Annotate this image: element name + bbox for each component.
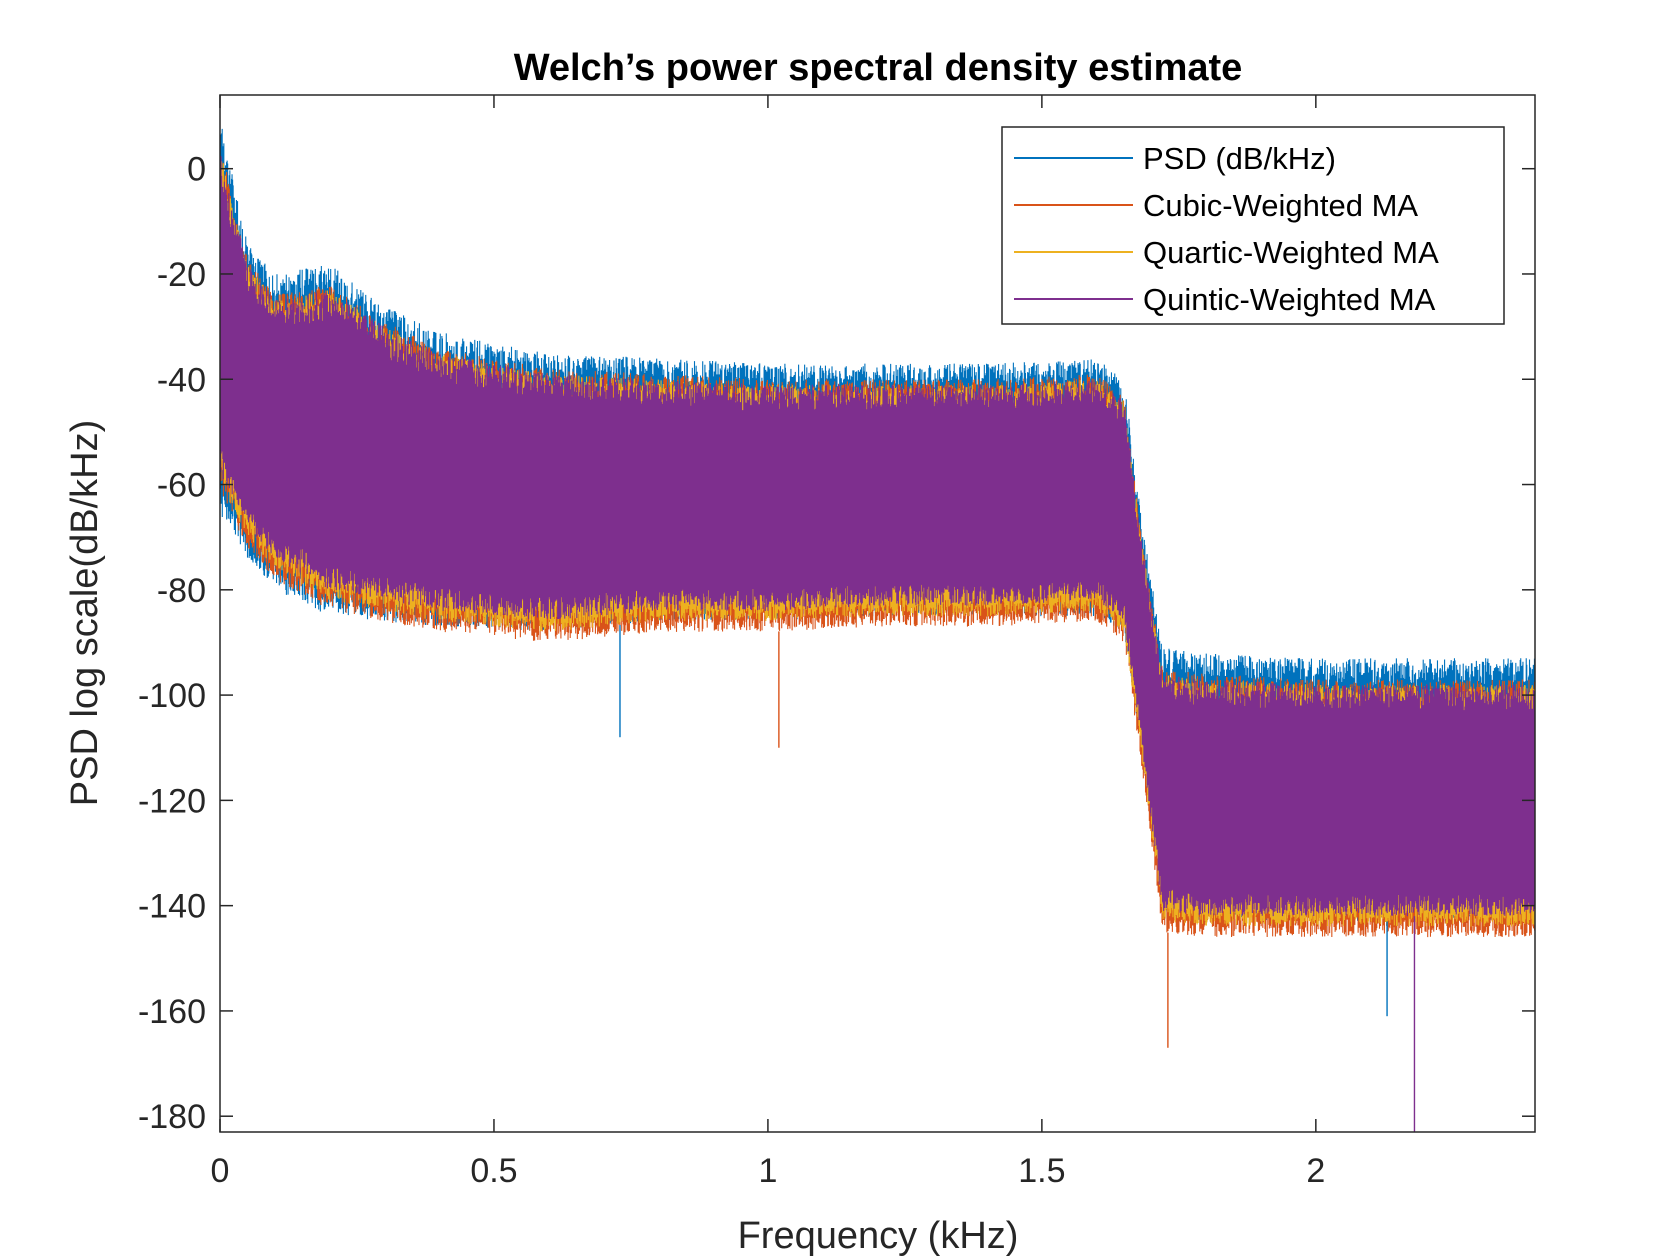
y-tick-label: -140 — [138, 888, 206, 926]
chart-title: Welch’s power spectral density estimate — [514, 47, 1243, 89]
y-tick-label: -180 — [138, 1098, 206, 1136]
y-tick-label: 0 — [187, 151, 206, 189]
x-axis-label: Frequency (kHz) — [738, 1215, 1019, 1257]
y-tick-label: -120 — [138, 782, 206, 820]
legend-label-1: PSD (dB/kHz) — [1143, 141, 1336, 176]
x-tick-label: 2 — [1306, 1152, 1325, 1190]
axes-box — [219, 94, 1536, 1133]
series-layer — [220, 128, 1535, 1132]
x-tick-label: 0.5 — [470, 1152, 517, 1190]
legend: PSD (dB/kHz) Cubic-Weighted MA Quartic-Wei… — [1001, 126, 1505, 325]
legend-label-4: Quintic-Weighted MA — [1143, 282, 1436, 317]
y-tick-label: -160 — [138, 993, 206, 1031]
y-tick-label: -60 — [157, 467, 206, 505]
x-tick-label: 1 — [758, 1152, 777, 1190]
legend-label-3: Quartic-Weighted MA — [1143, 235, 1439, 270]
x-axis-ticks: 0 0.5 1 1.5 2 — [211, 95, 1325, 1190]
series-line-4 — [220, 155, 1535, 917]
y-axis-ticks: 0 -20 -40 -60 -80 -100 -120 -140 -160 -180 — [138, 151, 1535, 1136]
y-tick-label: -100 — [138, 677, 206, 715]
legend-box — [1001, 126, 1505, 325]
y-tick-label: -40 — [157, 361, 206, 399]
legend-label-2: Cubic-Weighted MA — [1143, 188, 1418, 223]
x-tick-label: 0 — [211, 1152, 230, 1190]
y-tick-label: -20 — [157, 256, 206, 294]
y-axis-label: PSD log scale(dB/kHz) — [64, 420, 106, 806]
y-tick-label: -80 — [157, 572, 206, 610]
x-tick-label: 1.5 — [1018, 1152, 1065, 1190]
